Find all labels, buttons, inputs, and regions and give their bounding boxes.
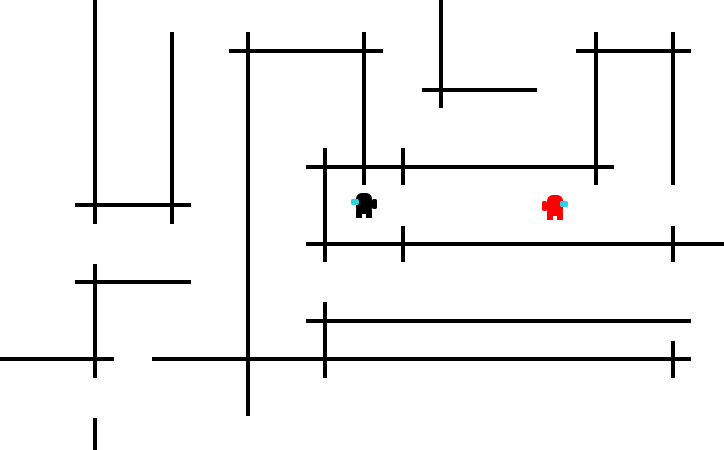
red-crewmate-icon [542, 195, 568, 220]
visor-icon [351, 199, 359, 205]
black-crewmate-icon [351, 193, 377, 218]
visor-icon [560, 201, 568, 207]
